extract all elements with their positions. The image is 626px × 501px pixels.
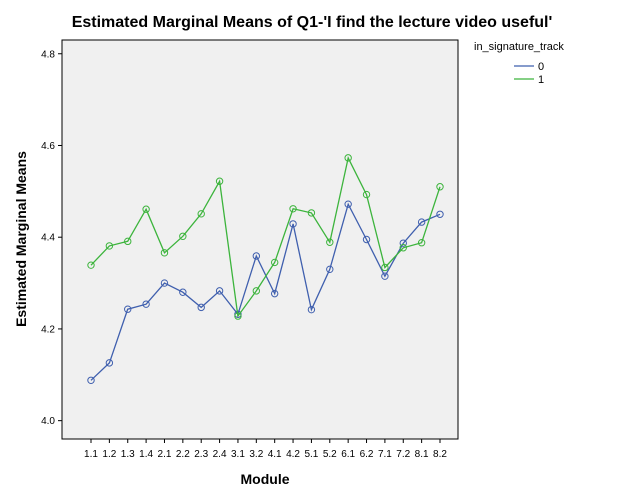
x-tick-label: 5.1 [304,449,318,460]
data-point [87,376,95,384]
x-tick-label: 2.3 [194,449,208,460]
x-tick-label: 7.2 [396,449,410,460]
data-point [399,244,407,252]
data-point [215,177,224,185]
data-point [307,305,316,314]
legend-title: in_signature_track [474,41,564,53]
data-point [252,287,261,295]
plot-area [61,39,459,440]
series-line [90,155,441,318]
data-point [270,258,279,267]
data-point [252,252,261,260]
data-point [399,239,407,247]
data-point [344,154,352,162]
x-tick-label: 6.1 [341,449,355,460]
data-point [142,300,150,308]
x-axis-title: Module [241,471,290,487]
series-0 [87,200,444,384]
series-layer [87,154,444,384]
data-point [326,238,334,246]
data-point [197,303,205,312]
x-tick-label: 2.4 [213,449,227,460]
x-tick-label: 4.2 [286,449,300,460]
data-point [160,249,169,257]
data-point [326,265,334,274]
data-point [124,237,132,246]
data-point [289,220,297,228]
y-tick-label: 4.6 [41,141,55,152]
data-point [381,272,389,280]
chart-title: Estimated Marginal Means of Q1-'I find t… [72,14,553,31]
data-point [417,218,426,226]
legend-label: 0 [538,61,544,73]
data-point [87,261,95,269]
x-tick-label: 1.3 [121,449,135,460]
x-tick-label: 3.2 [249,449,263,460]
legend: in_signature_track 01 [474,41,564,86]
data-point [160,279,169,287]
x-tick-label: 6.2 [360,449,374,460]
data-point [381,263,389,272]
x-tick-label: 3.1 [231,449,245,460]
x-tick-label: 2.1 [158,449,172,460]
series-line [90,202,441,381]
data-point [197,210,205,218]
x-tick-label: 5.2 [323,449,337,460]
data-point [362,235,371,244]
data-point [270,289,279,298]
data-point [436,210,444,218]
x-tick-label: 2.2 [176,449,190,460]
series-1 [87,154,444,320]
data-point [417,239,426,247]
x-axis: 1.1 1.2 1.3 1.4 2.1 2.2 2.3 2.4 3.1 3.2 4.1 4.2 5.1 5… [84,439,447,460]
data-point [234,312,242,320]
y-axis: 4.0 4.2 4.4 4.6 4.8 [41,49,62,427]
y-tick-label: 4.0 [41,416,55,427]
data-point [215,287,224,295]
x-tick-label: 8.1 [415,449,429,460]
data-point [344,200,352,208]
x-tick-label: 8.2 [433,449,447,460]
y-tick-label: 4.8 [41,49,55,60]
x-tick-label: 1.2 [102,449,116,460]
legend-label: 1 [538,74,544,86]
data-point [362,190,371,199]
data-point [289,205,297,213]
data-point [142,205,150,213]
y-axis-title: Estimated Marginal Means [13,151,29,327]
y-tick-label: 4.4 [41,233,55,244]
y-tick-label: 4.2 [41,324,55,335]
data-point [105,242,114,250]
x-tick-label: 1.4 [139,449,153,460]
data-point [124,305,132,313]
x-tick-label: 1.1 [84,449,98,460]
data-point [436,183,444,191]
data-point [105,359,114,367]
x-tick-label: 7.1 [378,449,392,460]
data-point [179,288,187,296]
data-point [179,232,187,240]
data-point [307,209,316,217]
x-tick-label: 4.1 [268,449,282,460]
